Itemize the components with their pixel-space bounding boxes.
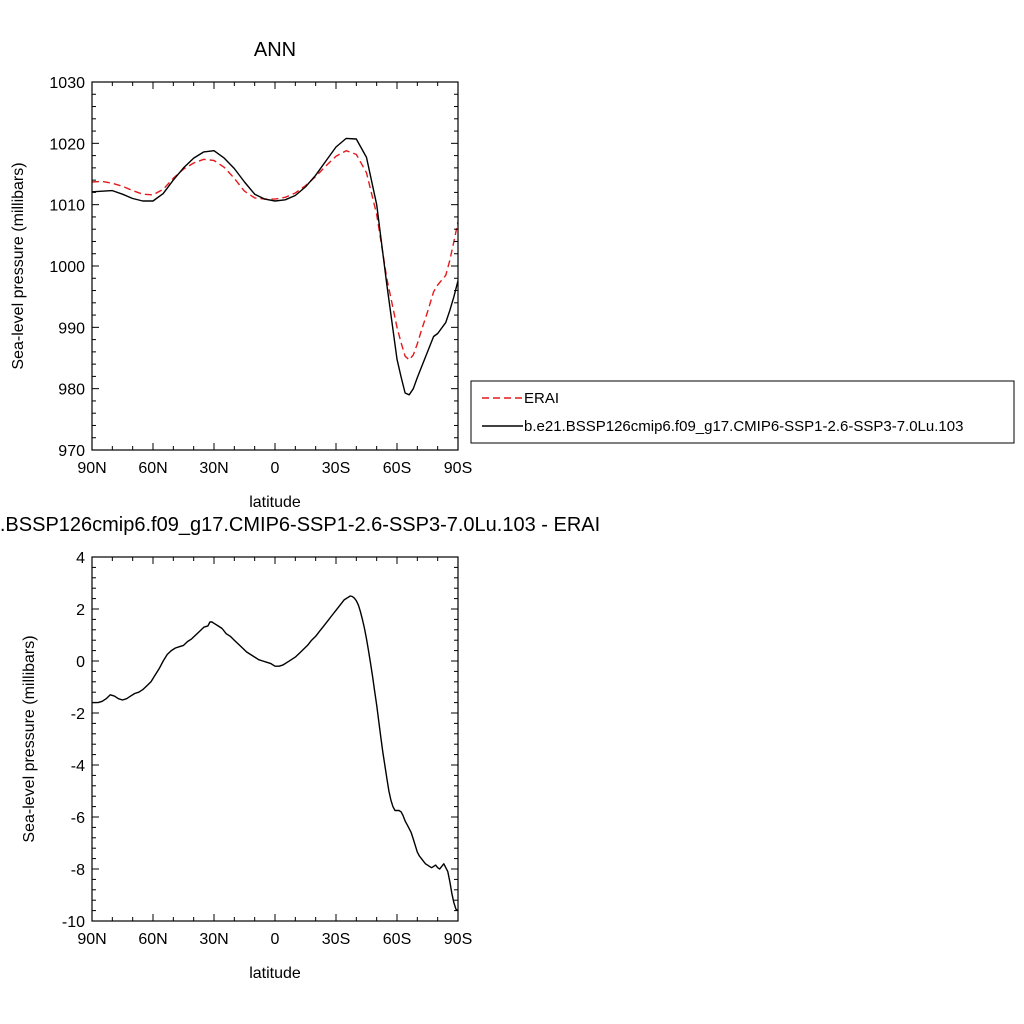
top-chart-xlabel: latitude xyxy=(249,494,301,511)
bottom-y-tick-label: -10 xyxy=(62,914,85,931)
bottom-y-tick-label: 0 xyxy=(76,654,85,671)
bottom-x-tick-label: 60N xyxy=(138,931,167,948)
bottom-series-line-0 xyxy=(92,595,458,912)
top-chart-series-layer xyxy=(92,137,458,396)
legend-label-erai: ERAI xyxy=(524,390,559,407)
bottom-chart-series-layer xyxy=(92,595,458,912)
top-x-tick-label: 30N xyxy=(199,460,228,477)
bottom-chart-xlabel: latitude xyxy=(249,965,301,982)
bottom-x-tick-label: 90N xyxy=(77,931,106,948)
top-y-tick-label: 990 xyxy=(58,320,85,337)
top-x-tick-label: 60S xyxy=(383,460,411,477)
bottom-y-tick-label: 4 xyxy=(76,550,85,567)
top-x-tick-label: 60N xyxy=(138,460,167,477)
top-chart: ANN 90N 60N 30N 0 30S 60S 90S 970 980 990 1000 1010… xyxy=(10,39,472,511)
bottom-x-tick-label: 30N xyxy=(199,931,228,948)
top-y-tick-label: 970 xyxy=(58,443,85,460)
legend-box xyxy=(470,380,1015,444)
top-y-tick-label: 980 xyxy=(58,382,85,399)
top-y-tick-label: 1020 xyxy=(49,136,85,153)
bottom-chart: b.e21.BSSP126cmip6.f09_g17.CMIP6-SSP1-2.… xyxy=(0,514,600,982)
top-x-tick-label: 0 xyxy=(271,460,280,477)
top-series-line-1 xyxy=(92,137,458,396)
top-chart-ylabel: Sea-level pressure (millibars) xyxy=(10,162,27,369)
legend-label-model: b.e21.BSSP126cmip6.f09_g17.CMIP6-SSP1-2.… xyxy=(524,418,963,435)
top-chart-axes: 90N 60N 30N 0 30S 60S 90S 970 980 990 1000 1010 1020… xyxy=(49,75,472,477)
top-x-tick-label: 30S xyxy=(322,460,350,477)
bottom-y-tick-label: -2 xyxy=(71,706,85,723)
top-y-tick-label: 1000 xyxy=(49,259,85,276)
top-y-tick-label: 1030 xyxy=(49,75,85,92)
bottom-y-tick-label: 2 xyxy=(76,602,85,619)
top-y-tick-label: 1010 xyxy=(49,198,85,215)
bottom-chart-frame xyxy=(91,556,459,922)
bottom-y-tick-label: -6 xyxy=(71,810,85,827)
top-x-tick-label: 90S xyxy=(444,460,472,477)
top-chart-frame xyxy=(91,81,459,451)
top-chart-title: ANN xyxy=(254,39,296,61)
bottom-chart-title: b.e21.BSSP126cmip6.f09_g17.CMIP6-SSP1-2.… xyxy=(0,514,600,536)
bottom-x-tick-label: 90S xyxy=(444,931,472,948)
bottom-x-tick-label: 0 xyxy=(271,931,280,948)
top-x-tick-label: 90N xyxy=(77,460,106,477)
bottom-x-tick-label: 60S xyxy=(383,931,411,948)
bottom-x-tick-label: 30S xyxy=(322,931,350,948)
top-chart-legend: ERAI b.e21.BSSP126cmip6.f09_g17.CMIP6-SS… xyxy=(470,380,1015,444)
bottom-chart-ylabel: Sea-level pressure (millibars) xyxy=(21,635,38,842)
bottom-y-tick-label: -8 xyxy=(71,862,85,879)
bottom-chart-axes: 90N 60N 30N 0 30S 60S 90S -10 -8 -6 -4 -2 0 2 4 xyxy=(62,550,472,948)
bottom-y-tick-label: -4 xyxy=(71,758,85,775)
